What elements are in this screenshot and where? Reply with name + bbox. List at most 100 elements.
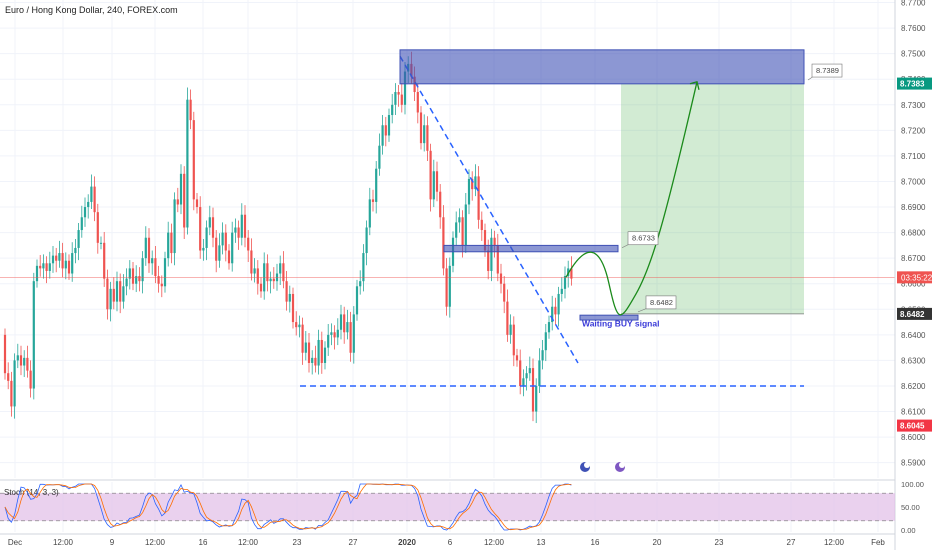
- y-tick-label: 8.6600: [901, 280, 926, 289]
- stoch-k-line: [4, 483, 572, 531]
- candle-body: [519, 360, 522, 386]
- candle-body: [195, 199, 199, 208]
- candle-body: [266, 263, 269, 282]
- x-tick-label: 6: [448, 538, 453, 547]
- candle-body: [10, 380, 13, 407]
- candle-body: [403, 71, 407, 105]
- stoch-band: [0, 493, 895, 521]
- callout-label: 8.6733: [632, 234, 655, 243]
- candle-body: [400, 94, 403, 105]
- y-tick-label: 8.7300: [901, 101, 926, 110]
- candle-body: [240, 214, 243, 238]
- candle-body: [115, 281, 119, 302]
- entry-zone[interactable]: [579, 314, 639, 321]
- y-tick-label: 8.6300: [901, 356, 926, 365]
- candle-body: [423, 125, 426, 144]
- candle-body: [541, 350, 544, 361]
- x-tick-label: 23: [293, 538, 302, 547]
- candle-body: [535, 385, 538, 412]
- candle-body: [173, 199, 176, 254]
- callout-label: 8.7389: [816, 66, 839, 75]
- candle-body: [131, 268, 135, 284]
- candle-body: [87, 201, 90, 208]
- x-tick-label: 16: [199, 538, 208, 547]
- candle-body: [189, 99, 192, 121]
- candle-body: [480, 219, 483, 231]
- top-supply-zone[interactable]: [399, 49, 805, 85]
- candle-body: [512, 324, 515, 356]
- candle-body: [55, 255, 58, 261]
- candle-body: [503, 283, 506, 302]
- candle-body: [525, 373, 528, 379]
- candle-body: [58, 253, 61, 261]
- candle-body: [371, 199, 375, 202]
- candle-body: [467, 178, 471, 205]
- candle-body: [237, 227, 240, 238]
- x-tick-label: 27: [787, 538, 796, 547]
- candle-body: [128, 268, 131, 279]
- y-tick-label: 8.6200: [901, 382, 926, 391]
- price-label-bg: [897, 419, 932, 432]
- candle-body: [394, 92, 397, 105]
- stoch-d-line: [4, 483, 572, 531]
- candle-body: [506, 301, 509, 335]
- candle-body: [259, 283, 263, 292]
- candle-body: [522, 378, 525, 386]
- y-tick-label: 8.7100: [901, 152, 926, 161]
- candle-body: [419, 112, 423, 144]
- candle-body: [234, 227, 237, 233]
- candle-body: [416, 92, 419, 113]
- candle-body: [563, 276, 567, 289]
- x-tick-label: 2020: [398, 538, 416, 547]
- candle-body: [474, 176, 477, 190]
- candle-body: [135, 276, 138, 284]
- candle-body: [112, 288, 115, 302]
- candle-body: [285, 281, 288, 302]
- candle-body: [538, 360, 541, 386]
- price-label: 8.7383: [900, 80, 925, 89]
- candle-body: [439, 191, 442, 218]
- candle-body: [93, 186, 96, 213]
- timer-label: 03:35:22: [901, 273, 932, 282]
- candle-body: [202, 247, 205, 251]
- candle-body: [167, 232, 170, 259]
- event-icon-inner: [584, 462, 590, 468]
- x-tick-label: 12:00: [238, 538, 259, 547]
- candle-body: [19, 355, 23, 366]
- x-tick-label: 16: [591, 538, 600, 547]
- candle-body: [51, 255, 55, 264]
- candle-body: [487, 250, 490, 271]
- candle-body: [179, 173, 183, 205]
- candle-body: [509, 324, 512, 335]
- waiting-buy-signal: Waiting BUY signal: [582, 319, 659, 329]
- price-label: 8.6045: [900, 422, 925, 431]
- x-tick-label: 12:00: [484, 538, 505, 547]
- price-label-bg: [897, 307, 932, 320]
- candle-body: [205, 227, 208, 248]
- candle-body: [23, 357, 26, 366]
- y-tick-label: 8.6700: [901, 254, 926, 263]
- candle-body: [42, 263, 45, 269]
- callout-box: [645, 295, 677, 310]
- candle-body: [544, 332, 547, 351]
- y-tick-label: 8.5900: [901, 459, 926, 468]
- price-label: 8.6482: [900, 310, 925, 319]
- candle-body: [323, 347, 327, 363]
- candle-body: [432, 171, 435, 200]
- candle-body: [528, 368, 531, 374]
- candle-body: [445, 268, 448, 307]
- target-zone: [621, 83, 804, 314]
- candle-body: [119, 281, 122, 302]
- candle-body: [426, 125, 429, 151]
- candle-body: [362, 253, 365, 282]
- candle-body: [61, 253, 64, 269]
- candle-body: [13, 360, 16, 407]
- candle-body: [154, 258, 157, 277]
- mid-supply-zone[interactable]: [443, 244, 619, 253]
- candle-body: [378, 145, 381, 169]
- candle-body: [490, 237, 493, 271]
- candle-body: [48, 263, 51, 271]
- candle-body: [301, 324, 304, 353]
